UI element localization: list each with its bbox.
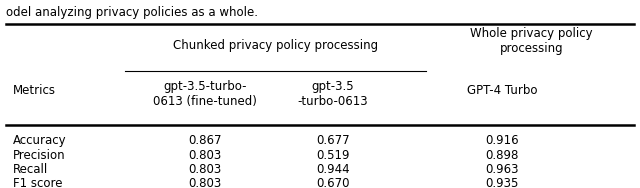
- Text: Metrics: Metrics: [13, 84, 56, 97]
- Text: gpt-3.5
-turbo-0613: gpt-3.5 -turbo-0613: [298, 80, 368, 108]
- Text: 0.944: 0.944: [316, 163, 349, 176]
- Text: 0.519: 0.519: [316, 149, 349, 162]
- Text: 0.935: 0.935: [486, 177, 519, 188]
- Text: Chunked privacy policy processing: Chunked privacy policy processing: [173, 39, 378, 52]
- Text: GPT-4 Turbo: GPT-4 Turbo: [467, 84, 538, 97]
- Text: gpt-3.5-turbo-
0613 (fine-tuned): gpt-3.5-turbo- 0613 (fine-tuned): [153, 80, 257, 108]
- Text: 0.670: 0.670: [316, 177, 349, 188]
- Text: Whole privacy policy
processing: Whole privacy policy processing: [470, 27, 593, 55]
- Text: Recall: Recall: [13, 163, 48, 176]
- Text: 0.803: 0.803: [188, 149, 221, 162]
- Text: odel analyzing privacy policies as a whole.: odel analyzing privacy policies as a who…: [6, 6, 259, 19]
- Text: Accuracy: Accuracy: [13, 133, 67, 147]
- Text: 0.898: 0.898: [486, 149, 519, 162]
- Text: 0.916: 0.916: [486, 133, 519, 147]
- Text: F1 score: F1 score: [13, 177, 62, 188]
- Text: 0.867: 0.867: [188, 133, 221, 147]
- Text: 0.803: 0.803: [188, 163, 221, 176]
- Text: Precision: Precision: [13, 149, 65, 162]
- Text: 0.677: 0.677: [316, 133, 349, 147]
- Text: 0.963: 0.963: [486, 163, 519, 176]
- Text: 0.803: 0.803: [188, 177, 221, 188]
